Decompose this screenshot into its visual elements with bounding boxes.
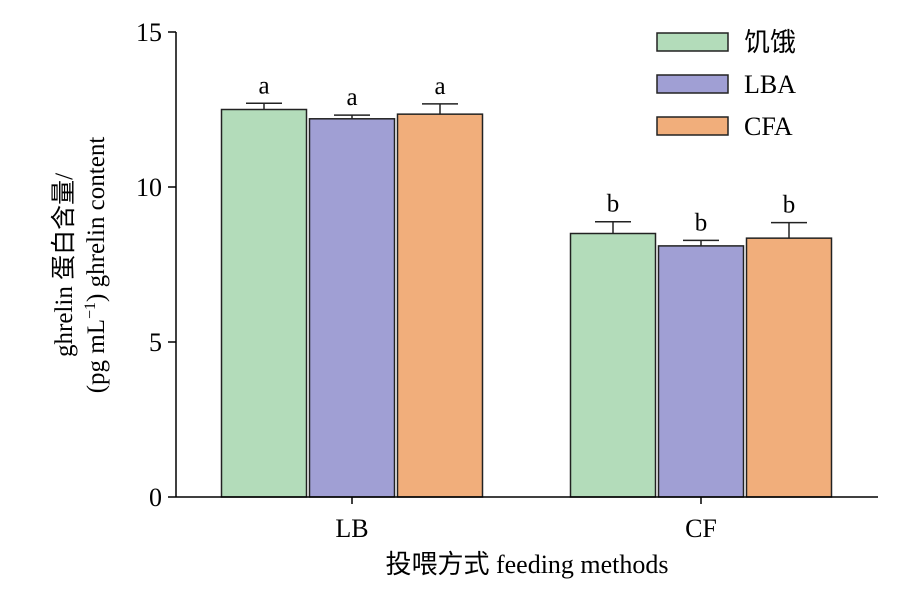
legend-swatch-1 — [656, 32, 729, 52]
bar-cf-3 — [745, 237, 833, 498]
x-axis-title: 投喂方式 feeding methods — [385, 550, 668, 579]
bar-lb-2 — [308, 118, 396, 498]
bar-lb-1 — [220, 108, 308, 498]
bar-lb-3 — [396, 113, 484, 498]
x-tick-label: LB — [335, 514, 368, 543]
legend-label-1: 饥饿 — [744, 28, 796, 57]
significance-label: a — [258, 72, 269, 99]
significance-label: b — [607, 191, 620, 218]
legend-swatch-3 — [656, 116, 729, 136]
significance-label: a — [434, 73, 445, 100]
axes-layer: 0 5 10 15 LB CF 投喂方式 feeding methods ghrelin 蛋白… — [50, 18, 878, 579]
legend: 饥饿 LBA CFA — [656, 28, 796, 141]
y-axis-title-line2: (pg mL−1) ghrelin content — [82, 137, 110, 394]
significance-label: a — [346, 84, 357, 111]
y-axis-title-unit: (pg mL — [83, 319, 110, 393]
x-tick-label: CF — [685, 514, 717, 543]
y-tick-label: 15 — [136, 18, 162, 47]
bar-cf-1 — [569, 232, 657, 498]
significance-label: b — [695, 209, 708, 236]
y-tick-label: 5 — [149, 328, 162, 357]
legend-label-3: CFA — [744, 112, 793, 141]
y-tick-label: 10 — [136, 173, 162, 202]
y-axis-title-suffix: ) ghrelin content — [83, 137, 110, 302]
y-axis-title-exponent: −1 — [82, 302, 99, 319]
y-tick-label: 0 — [149, 483, 162, 512]
significance-label: b — [783, 192, 796, 219]
bars-layer: a a a b b b — [220, 72, 833, 498]
y-axis-title-line1: ghrelin 蛋白含量/ — [50, 173, 78, 357]
legend-swatch-2 — [656, 74, 729, 94]
legend-label-2: LBA — [744, 70, 796, 99]
bar-cf-2 — [657, 245, 745, 498]
